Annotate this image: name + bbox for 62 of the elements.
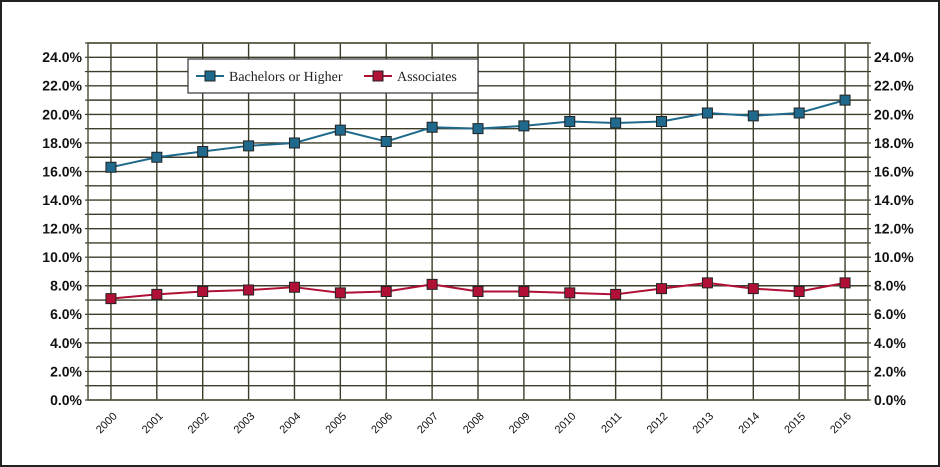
legend-label: Associates: [397, 70, 457, 85]
point: [656, 116, 668, 128]
y-tick-label: 2.0%: [50, 363, 83, 380]
y2-tick-label: 14.0%: [874, 192, 914, 208]
point: [840, 277, 851, 288]
y2-tick-label: 18.0%: [874, 134, 914, 151]
point: [334, 287, 346, 298]
y-tick-label: 10.0%: [42, 249, 83, 266]
point: [288, 137, 300, 148]
y2-tick-label: 22.0%: [874, 78, 914, 94]
y2-tick-label: 2.0%: [874, 363, 906, 380]
point: [472, 123, 484, 134]
point: [105, 293, 116, 304]
y-tick-label: 8.0%: [50, 278, 83, 294]
point: [702, 107, 713, 118]
y-tick-label: 14.0%: [42, 192, 83, 208]
y-tick-label: 6.0%: [50, 306, 83, 322]
point: [748, 110, 759, 122]
y-tick-label: 12.0%: [42, 220, 83, 237]
y-tick-label: 24.0%: [42, 49, 83, 66]
point: [748, 283, 759, 294]
y2-tick-label: 24.0%: [874, 49, 914, 66]
point: [105, 162, 116, 173]
point: [564, 287, 576, 298]
point: [610, 288, 622, 300]
y2-tick-label: 8.0%: [874, 278, 906, 294]
point: [794, 107, 805, 118]
y-tick-label: 20.0%: [42, 106, 83, 122]
point: [794, 286, 805, 297]
y2-tick-label: 12.0%: [874, 220, 914, 237]
point: [151, 288, 162, 300]
y-tick-label: 16.0%: [42, 163, 83, 180]
y2-tick-label: 16.0%: [874, 163, 914, 180]
point: [426, 122, 438, 133]
y2-tick-label: 10.0%: [874, 249, 914, 266]
point: [426, 278, 438, 290]
point: [197, 286, 208, 297]
point: [564, 116, 576, 128]
legend-label: Bachelors or Higher: [229, 70, 343, 85]
point: [518, 286, 530, 297]
point: [702, 277, 713, 288]
y-tick-label: 18.0%: [42, 134, 83, 151]
y-tick-label: 4.0%: [50, 334, 83, 351]
point: [656, 283, 668, 294]
point: [243, 140, 254, 152]
point: [151, 152, 162, 163]
point: [334, 124, 346, 136]
point: [518, 120, 530, 132]
y2-tick-label: 0.0%: [874, 392, 906, 408]
y2-tick-label: 4.0%: [874, 334, 906, 351]
point: [380, 286, 392, 297]
y2-tick-label: 20.0%: [874, 106, 914, 122]
point: [197, 146, 208, 158]
point: [243, 284, 254, 296]
point: [472, 286, 484, 297]
point: [610, 117, 622, 128]
y2-tick-label: 6.0%: [874, 306, 906, 322]
point: [840, 94, 851, 106]
point: [380, 136, 392, 148]
y-tick-label: 0.0%: [50, 392, 83, 408]
y-tick-label: 22.0%: [42, 78, 83, 94]
point: [288, 282, 300, 293]
